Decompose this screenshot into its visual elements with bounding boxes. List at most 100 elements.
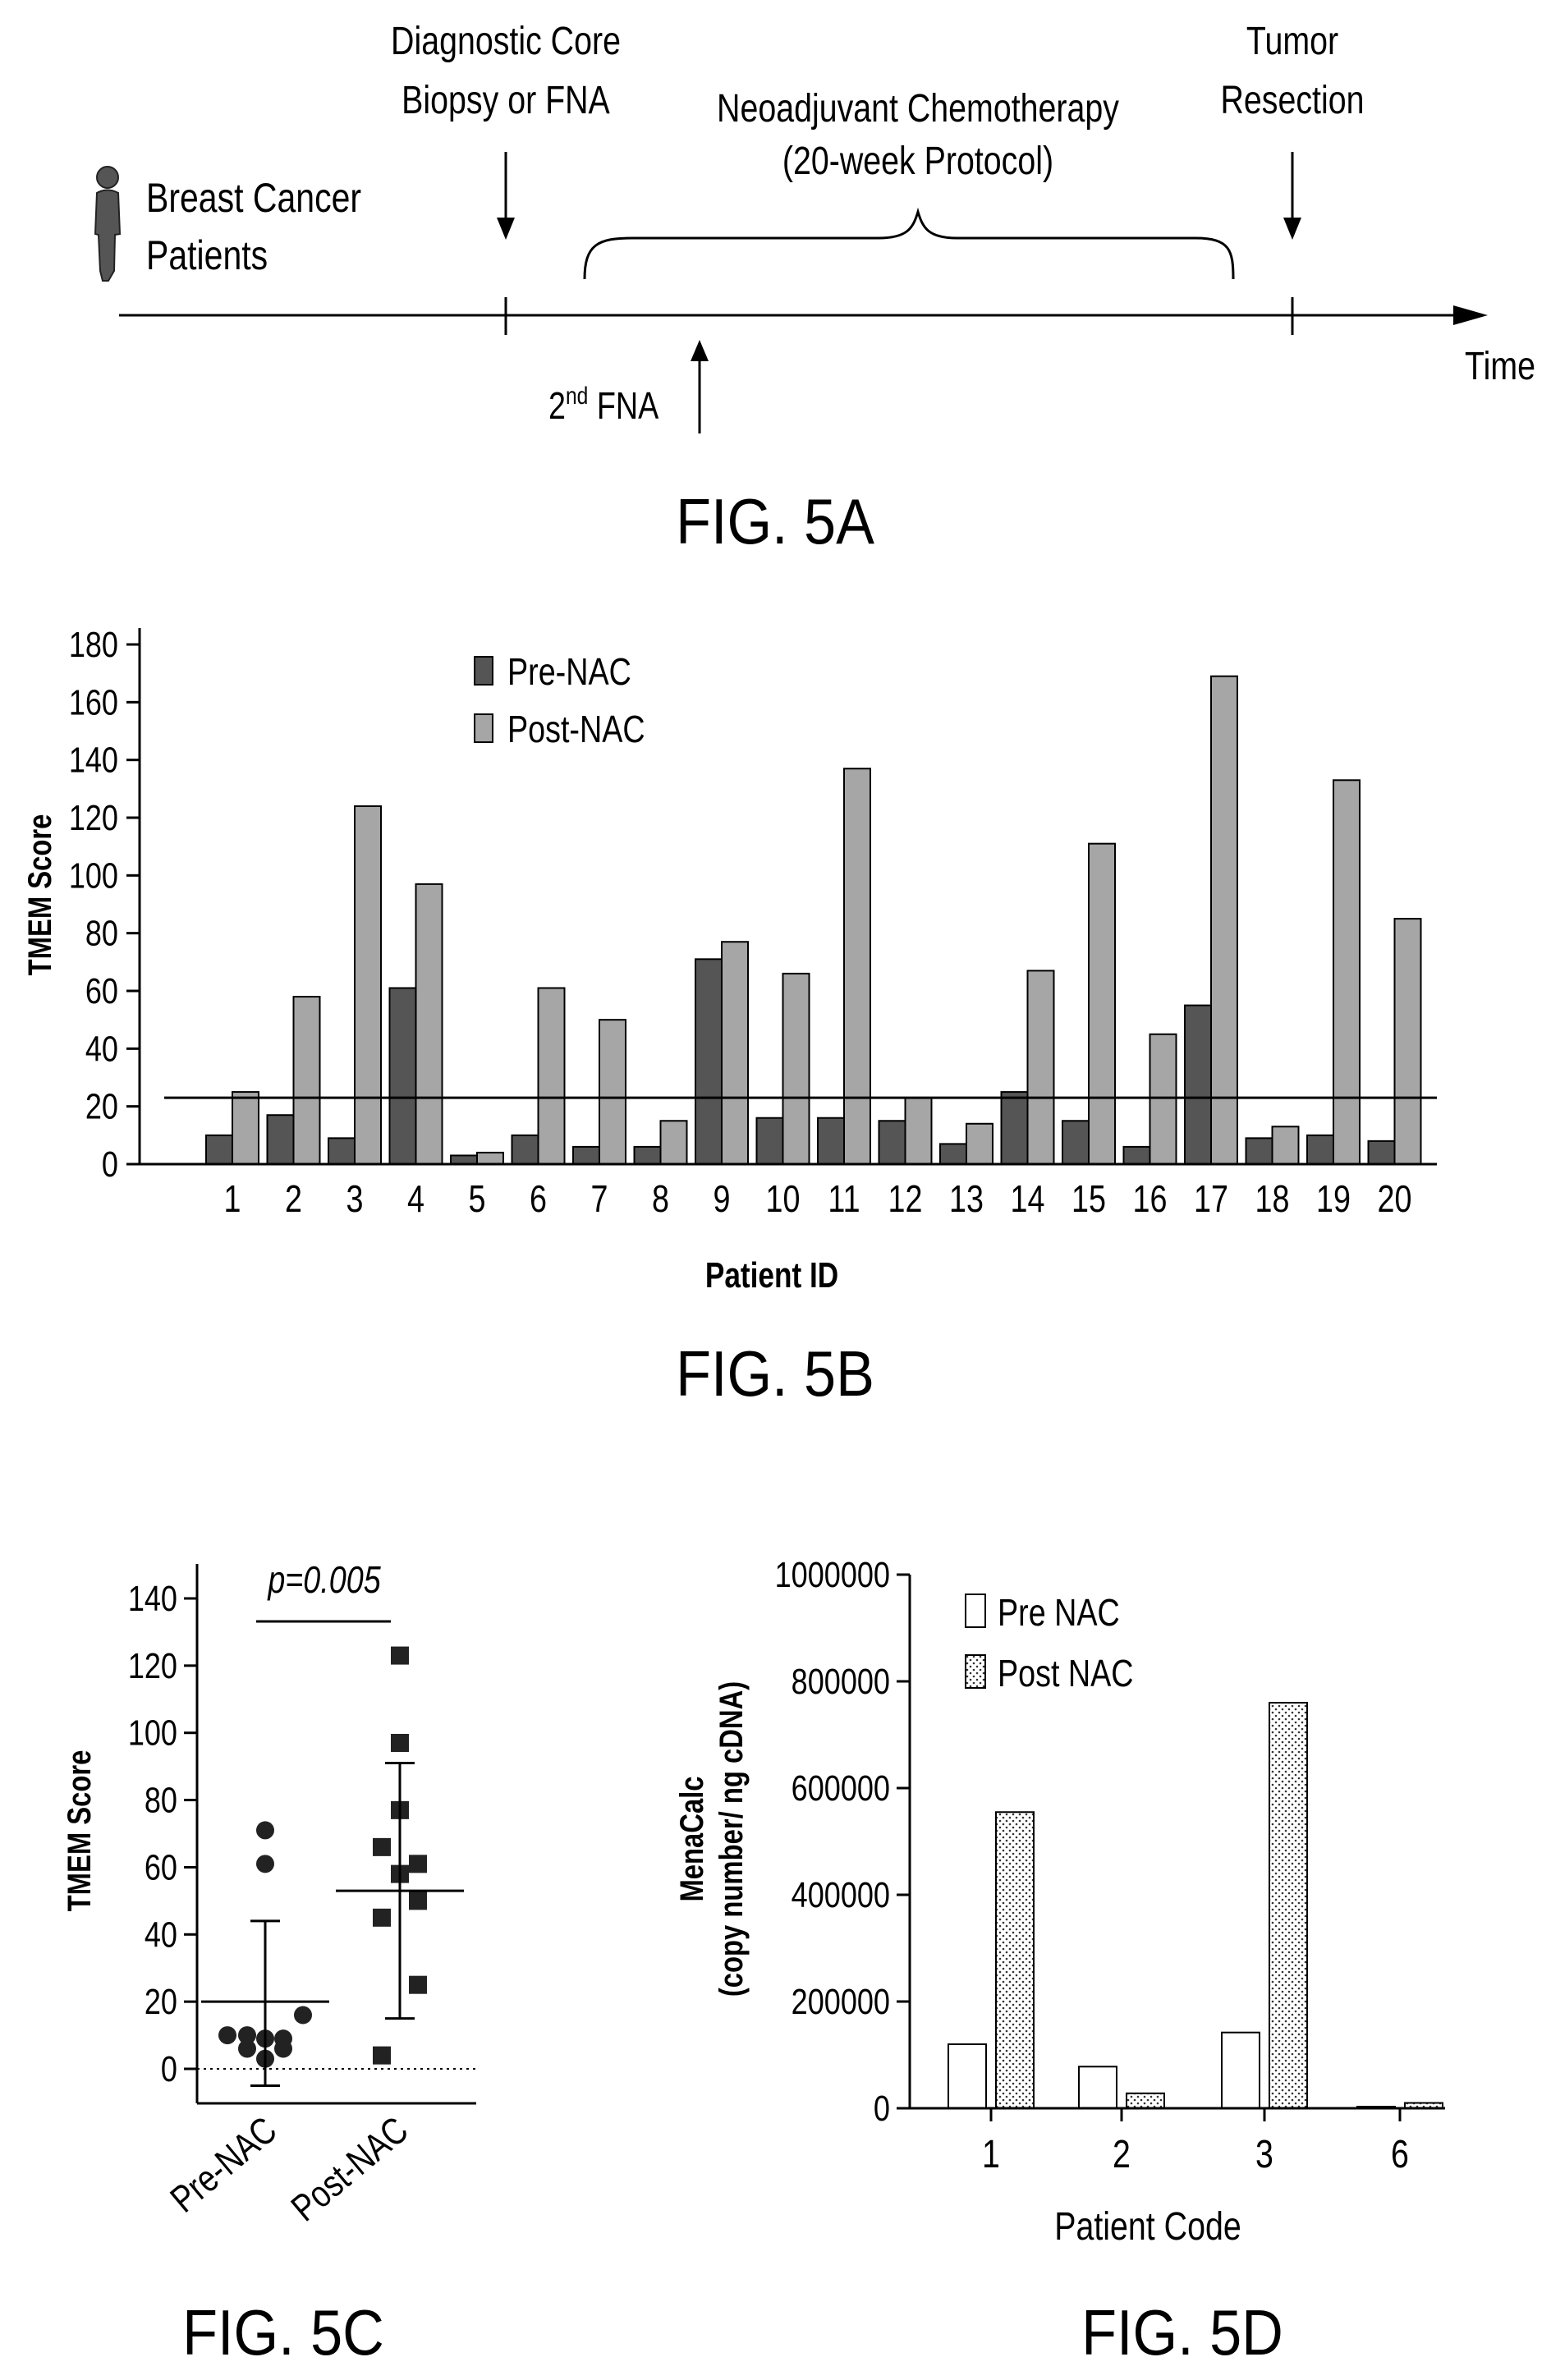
fig5d-x-tick-label: 6 [1391,2132,1409,2176]
fig5b-x-tick-label: 6 [530,1177,547,1219]
fig5d-bar-pre [948,2043,987,2109]
fig5b-bar-pre [1367,1140,1396,1166]
fig5b-bar-post [782,972,810,1166]
fig5b-bar-pre [450,1154,478,1165]
fig5b-y-tick-label: 80 [85,913,118,953]
fig5c-y-ticks: 0 20 40 60 80 100 120 140 [128,1579,197,2089]
fig5c-point-post [391,1733,409,1752]
fig5d-bars [948,1702,1443,2110]
fig5b-bar-pre [755,1117,784,1165]
fig5b-bar-post [966,1122,993,1166]
fig5b-x-tick-label: 3 [346,1177,364,1219]
fig5b-x-tick-label: 15 [1071,1177,1106,1219]
fig5c-y-tick-label: 100 [128,1713,177,1753]
fig5b-y-tick-label: 40 [85,1029,118,1069]
fig5b-bar-post [232,1091,259,1166]
fig5b-legend-swatch-post [474,713,493,743]
fig5b-bars [205,675,1422,1166]
fig5b-x-tick-label: 16 [1133,1177,1168,1219]
fig5b-bar-post [599,1019,626,1165]
fig5c-x-tick-post: Post-NAC [283,2108,415,2229]
fig5b-x-tick-label: 19 [1316,1177,1351,1219]
fig5c-point-pre [238,2026,256,2045]
fig5b-bar-post [1149,1033,1177,1165]
time-label: Time [1465,344,1535,388]
person-icon [94,166,122,282]
fig5b-bar-post [537,987,566,1165]
fig5d-x-tick-label: 1 [982,2132,1000,2176]
fig5b-y-tick-label: 120 [69,798,118,838]
fig5b-bar-pre [205,1134,233,1166]
fig5c-y-tick-label: 120 [128,1645,177,1685]
fig5c-caption: FIG. 5C [182,2297,384,2369]
fig5b-y-tick-label: 160 [69,682,118,722]
fig5b-x-tick-label: 9 [714,1177,731,1219]
fig5b-bar-pre [695,958,723,1165]
fig5c-point-post [373,2046,391,2065]
fig5b-bar-post [1333,779,1361,1165]
resection-label-line2: Resection [1221,78,1365,122]
fig5b-x-tick-label: 12 [888,1177,923,1219]
fig5b-bar-post [659,1120,688,1165]
fig5b-y-tick-label: 60 [85,971,118,1011]
fig5b-bar-post [1088,842,1116,1166]
fig5b-x-tick-label: 4 [407,1177,424,1219]
biopsy-label-line2: Biopsy or FNA [402,78,610,122]
fig5c-point-post [409,1855,427,1873]
fig5b-caption: FIG. 5B [676,1338,874,1410]
fig5b-x-tick-label: 1 [224,1177,241,1219]
fig5d-y-ticks: 0 200000 400000 600000 800000 1000000 [775,1555,910,2129]
fig5c-pvalue: p=0.005 [267,1558,382,1600]
fig5b-x-tick-label: 10 [766,1177,801,1219]
fig5d-legend-swatch-post [965,1654,986,1689]
fig5c-point-post [373,1908,391,1927]
second-fna-sup: nd [566,382,588,410]
fig5b-bar-pre [388,987,417,1165]
fig5d-legend-swatch-pre [965,1594,986,1628]
fig5b-bar-pre [878,1120,906,1165]
fig5b-y-tick-label: 0 [102,1144,118,1185]
fig5b-bar-post [721,941,749,1165]
fig5b-bar-pre [1184,1004,1212,1166]
fig5c-point-pre [256,1855,274,1873]
fig5b-y-ticks: 0 20 40 60 80 100 120 140 160 180 [69,625,140,1185]
nac-label-line2: (20-week Protocol) [782,139,1053,183]
second-fna-prefix: 2 [548,384,566,426]
fig5b-bar-pre [633,1145,662,1166]
fig5c-y-tick-label: 60 [145,1847,177,1887]
fig5b-bar-post [354,805,382,1166]
fig5b-bar-pre [1245,1137,1273,1165]
fig5c-point-post [391,1646,409,1665]
fig5b-bar-pre [1122,1145,1151,1166]
second-fna-label: 2nd FNA [548,382,658,427]
fig5b-bar-post [1271,1126,1300,1165]
fig5c-point-pre [274,2039,292,2058]
fig5d-y-tick-label: 800000 [792,1662,890,1702]
fig5b-x-tick-label: 2 [285,1177,302,1219]
fig5b-bar-post [843,768,871,1165]
fig5c-point-pre [256,1821,274,1840]
fig5c-y-tick-label: 40 [145,1915,177,1955]
fig5b-x-tick-label: 14 [1011,1177,1045,1219]
fig5b-bar-pre [266,1114,295,1166]
fig5b-y-tick-label: 180 [69,625,118,665]
fig5b-x-tick-label: 13 [949,1177,984,1219]
fig5b-bar-post [1210,675,1238,1165]
fig5d-y-tick-label: 600000 [792,1768,890,1809]
fig5b-legend-pre: Pre-NAC [507,650,631,692]
fig5d-x-tick-labels: 1 2 3 6 [982,2108,1409,2176]
fig5d-x-axis-label: Patient Code [1054,2204,1241,2249]
patients-label-line2: Patients [146,232,268,278]
resection-label-line1: Tumor [1246,19,1338,63]
fig5d-chart: 0 200000 400000 600000 800000 1000000 1 2 3 6 Me… [673,1555,1445,2369]
fig5d-y-axis-label-line2: (copy number/ ng cDNA) [713,1681,750,1997]
second-fna-arrow [691,340,709,433]
fig5b-x-tick-label: 5 [469,1177,486,1219]
fig5c-y-tick-label: 140 [128,1579,177,1619]
fig5c-points [201,1646,464,2087]
fig5d-y-tick-label: 200000 [792,1982,890,2022]
fig5b-bar-post [476,1151,504,1166]
fig5b-bar-post [1026,970,1055,1165]
patients-label-line1: Breast Cancer [146,175,361,221]
